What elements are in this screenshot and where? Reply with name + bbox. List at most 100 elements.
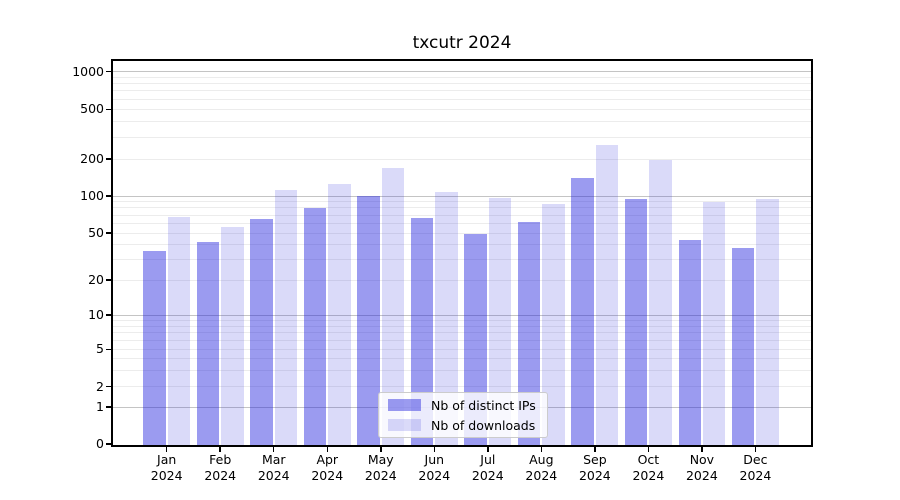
- bar-downloads-mar: [274, 189, 298, 445]
- gridline-8: [113, 325, 811, 327]
- gridline-1000: [113, 71, 811, 72]
- bar-ips-jan: [143, 251, 166, 445]
- x-tick-label-month-jun: Jun: [424, 452, 445, 467]
- bar-ips-may: [357, 196, 380, 445]
- gridline-100: [113, 195, 811, 197]
- x-tick-mark-may: [380, 447, 382, 452]
- x-tick-label-year-jul: 2024: [471, 468, 504, 483]
- bar-downloads-apr: [328, 184, 351, 445]
- gridline-200: [113, 158, 811, 160]
- bar-ips-aug: [517, 222, 541, 445]
- bar-ips-dec: [732, 248, 755, 445]
- x-tick-mark-nov: [701, 447, 703, 452]
- chart-title: txcutr 2024: [412, 33, 512, 53]
- gridline-4: [113, 357, 811, 359]
- plot-area: Nb of distinct IPs Nb of downloads: [111, 59, 813, 447]
- y-tick-label-200: 200: [80, 151, 104, 166]
- x-tick-label-month-apr: Apr: [316, 452, 339, 467]
- gridline-500: [113, 108, 811, 110]
- x-tick-mark-jan: [165, 447, 168, 452]
- gridline-900: [113, 76, 811, 78]
- bar-downloads-jan: [167, 216, 191, 445]
- legend-label-downloads: Nb of downloads: [431, 417, 536, 433]
- x-tick-label-year-apr: 2024: [311, 468, 344, 483]
- y-tick-mark-50: [106, 232, 113, 234]
- y-tick-label-2: 2: [96, 378, 104, 394]
- x-tick-mark-dec: [754, 447, 757, 452]
- bar-ips-mar: [250, 219, 273, 445]
- x-tick-mark-jun: [433, 447, 436, 452]
- x-tick-mark-feb: [219, 447, 221, 452]
- x-tick-mark-mar: [272, 447, 275, 452]
- x-tick-label-year-jun: 2024: [418, 468, 451, 483]
- legend-swatch-downloads: [388, 419, 421, 431]
- x-tick-label-month-nov: Nov: [689, 452, 715, 467]
- gridline-800: [113, 83, 811, 85]
- x-tick-label-month-aug: Aug: [529, 452, 554, 467]
- x-tick-label-month-sep: Sep: [583, 452, 607, 467]
- x-tick-label-year-dec: 2024: [739, 468, 772, 483]
- gridline-50: [113, 232, 811, 234]
- x-tick-mark-jul: [487, 447, 489, 452]
- x-tick-label-year-mar: 2024: [257, 468, 290, 483]
- bar-downloads-jun: [435, 191, 458, 445]
- x-tick-label-year-oct: 2024: [632, 468, 665, 483]
- bar-ips-sep: [571, 178, 594, 445]
- y-tick-label-20: 20: [88, 272, 104, 287]
- y-tick-mark-500: [106, 108, 113, 111]
- y-tick-mark-5: [106, 348, 113, 351]
- x-tick-label-month-dec: Dec: [743, 452, 768, 467]
- x-tick-label-month-jan: Jan: [157, 452, 177, 467]
- x-tick-label-year-sep: 2024: [578, 468, 611, 483]
- y-tick-mark-200: [106, 158, 113, 160]
- y-tick-label-500: 500: [80, 101, 104, 117]
- gridline-70: [113, 214, 811, 216]
- x-tick-label-month-feb: Feb: [209, 452, 232, 467]
- y-tick-mark-2: [106, 385, 113, 388]
- y-tick-mark-10: [106, 314, 113, 316]
- y-tick-label-10: 10: [88, 307, 104, 322]
- y-tick-mark-1: [106, 406, 113, 408]
- bar-downloads-oct: [649, 160, 672, 445]
- y-tick-mark-0: [106, 443, 113, 445]
- gridline-5: [113, 348, 811, 350]
- gridline-700: [113, 90, 811, 92]
- gridline-2: [113, 386, 811, 388]
- bar-downloads-jul: [488, 197, 512, 445]
- bar-downloads-nov: [702, 202, 726, 445]
- gridline-80: [113, 207, 811, 209]
- bar-downloads-may: [381, 167, 405, 445]
- x-tick-label-year-jan: 2024: [150, 468, 183, 483]
- gridline-60: [113, 222, 811, 224]
- y-tick-label-1000: 1000: [72, 63, 104, 79]
- gridline-20: [113, 279, 811, 281]
- gridline-300: [113, 136, 811, 138]
- y-tick-label-50: 50: [88, 225, 104, 240]
- gridline-90: [113, 201, 811, 203]
- bar-downloads-feb: [221, 226, 244, 445]
- x-tick-mark-sep: [594, 447, 596, 452]
- gridline-40: [113, 243, 811, 245]
- x-tick-label-year-feb: 2024: [204, 468, 237, 483]
- gridline-3: [113, 369, 811, 371]
- bar-ips-apr: [303, 207, 327, 445]
- gridline-400: [113, 120, 811, 122]
- x-tick-mark-oct: [647, 447, 650, 452]
- gridline-600: [113, 98, 811, 100]
- legend: Nb of distinct IPs Nb of downloads: [378, 392, 548, 438]
- x-tick-mark-apr: [326, 447, 328, 452]
- gridline-10: [113, 314, 811, 316]
- x-tick-label-year-aug: 2024: [525, 468, 558, 483]
- y-tick-label-1: 1: [96, 399, 104, 414]
- y-tick-label-100: 100: [80, 188, 104, 203]
- legend-swatch-distinct-ips: [388, 399, 421, 411]
- legend-label-distinct-ips: Nb of distinct IPs: [431, 397, 536, 413]
- y-tick-mark-100: [106, 195, 113, 197]
- gridline-7: [113, 332, 811, 334]
- x-tick-label-month-mar: Mar: [261, 452, 286, 467]
- gridline-6: [113, 339, 811, 341]
- x-tick-label-month-may: May: [367, 452, 394, 467]
- x-tick-label-month-oct: Oct: [637, 452, 660, 467]
- bar-ips-nov: [678, 239, 701, 445]
